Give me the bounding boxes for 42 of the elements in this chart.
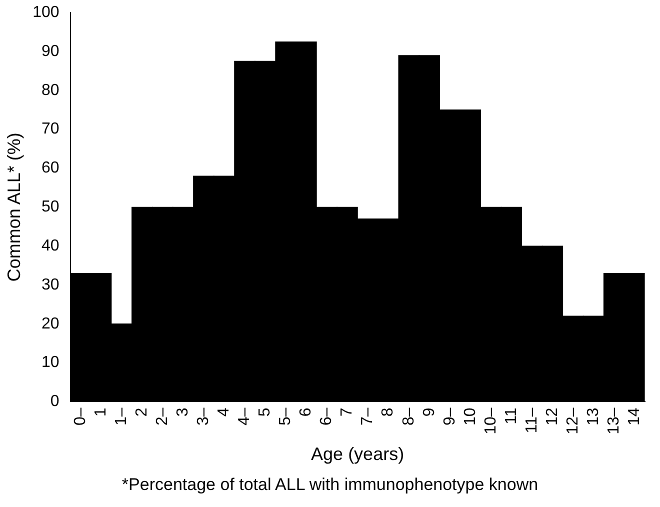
y-tick-label: 100	[32, 4, 60, 22]
x-axis-title: Age (years)	[311, 444, 404, 464]
x-tick-label: 11	[502, 408, 520, 424]
y-tick-label: 10	[42, 354, 60, 372]
x-tick-label: 0–	[72, 408, 89, 426]
x-tick-label: 4	[216, 408, 233, 417]
text: *Percentage of total ALL with immunophenotype known	[120, 475, 540, 495]
x-tick-label: 12–	[564, 408, 582, 434]
x-tick-label: 10–	[482, 408, 500, 434]
y-tick-label: 90	[42, 42, 60, 60]
x-tick-label: 13–	[605, 408, 622, 434]
y-axis-title: Common ALL* (%)	[4, 132, 24, 282]
y-tick-label: 60	[42, 160, 60, 177]
y-tick-label: 20	[42, 315, 60, 332]
x-tick-label: 6–	[318, 408, 336, 426]
x-tick-label: 5–	[277, 408, 294, 426]
x-tick-label: 7–	[359, 408, 376, 426]
y-tick-label: 80	[42, 82, 60, 99]
x-tick-label: 1	[92, 408, 110, 417]
x-tick-label: 7	[338, 408, 356, 417]
x-tick-label: 2–	[154, 408, 172, 426]
x-tick-label: 1–	[112, 408, 130, 426]
x-tick-label: 12	[544, 408, 561, 426]
y-tick-label: 30	[42, 276, 60, 294]
y-tick-label: 50	[42, 198, 60, 216]
x-tick-label: 3–	[195, 408, 212, 426]
x-tick-label: 14	[626, 408, 643, 426]
x-tick-label: 4–	[236, 408, 254, 426]
x-tick-label: 9	[420, 408, 438, 417]
x-tick-label: 13	[584, 408, 602, 426]
x-tick-label: 6	[298, 408, 315, 417]
x-tick-label: 11–	[523, 408, 540, 434]
x-tick-label: 8	[380, 408, 397, 417]
x-tick-label: 10	[462, 408, 479, 426]
x-tick-label: 9–	[441, 408, 458, 426]
y-tick-label: 70	[42, 120, 60, 138]
x-tick-label: 8–	[400, 408, 418, 426]
y-tick-label: 0	[50, 393, 60, 410]
x-tick-label: 3	[174, 408, 192, 417]
y-tick-label: 40	[42, 237, 60, 254]
x-tick-label: 5	[256, 408, 274, 417]
x-tick-label: 2	[134, 408, 151, 417]
